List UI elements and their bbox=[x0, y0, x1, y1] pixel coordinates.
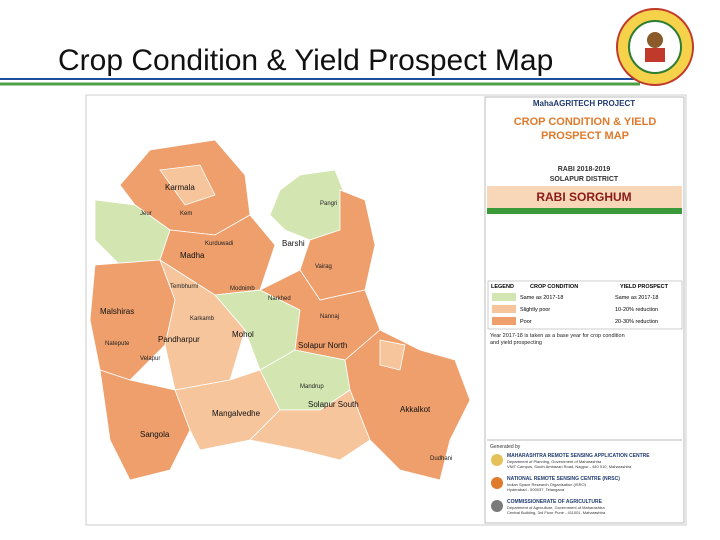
taluka-label: Mangalvedhe bbox=[212, 409, 261, 418]
org-name: NATIONAL REMOTE SENSING CENTRE (NRSC) bbox=[507, 476, 620, 482]
project-name: MahaAGRITECH PROJECT bbox=[533, 99, 635, 108]
org-logo bbox=[491, 500, 503, 512]
note: Year 2017-18 is taken as a base year for… bbox=[490, 333, 625, 346]
slide-title: Crop Condition & Yield Prospect Map bbox=[58, 44, 553, 77]
village-label: Natepute bbox=[105, 341, 130, 347]
org-line: Hyderabad - 500037, Telangana bbox=[507, 487, 565, 492]
org-logo bbox=[491, 454, 503, 466]
village-label: Pangri bbox=[320, 201, 337, 207]
panel-title: CROP CONDITION & YIELD PROSPECT MAP bbox=[513, 116, 657, 142]
org-line: Indian Space Research Organisation (ISRO… bbox=[507, 482, 587, 487]
map-labels: Karmala Madha Barshi Malshiras Pandharpu… bbox=[100, 183, 452, 462]
org-name: MAHARASHTRA REMOTE SENSING APPLICATION C… bbox=[507, 453, 650, 459]
taluka-label: Mohol bbox=[232, 330, 254, 339]
village-label: Modnimb bbox=[230, 286, 255, 292]
legend-box bbox=[487, 280, 683, 330]
district: SOLAPUR DISTRICT bbox=[550, 176, 619, 183]
org-name: COMMISSIONERATE OF AGRICULTURE bbox=[507, 499, 603, 505]
legend-header: YIELD PROSPECT bbox=[620, 284, 669, 290]
legend-swatch bbox=[492, 305, 516, 313]
legend-text: Poor bbox=[520, 319, 532, 325]
info-panel: MahaAGRITECH PROJECT CROP CONDITION & YI… bbox=[484, 96, 685, 524]
legend-text: Same as 2017-18 bbox=[520, 295, 563, 301]
panel-title-box: CROP CONDITION & YIELD PROSPECT MAP bbox=[513, 116, 657, 142]
village-label: Velapur bbox=[140, 356, 160, 362]
taluka-label: Solapur South bbox=[308, 400, 359, 409]
village-label: Narkhed bbox=[268, 296, 291, 302]
village-label: Nannaj bbox=[320, 314, 339, 320]
taluka-label: Barshi bbox=[282, 239, 305, 248]
village-label: Vairag bbox=[315, 264, 332, 270]
crop-name: RABI SORGHUM bbox=[536, 190, 631, 204]
taluka-label: Karmala bbox=[165, 183, 195, 192]
org-line: Department of Planning, Government of Ma… bbox=[507, 459, 602, 464]
legend-text: 20-30% reduction bbox=[615, 319, 658, 325]
taluka-label: Malshiras bbox=[100, 307, 134, 316]
season: RABI 2018-2019 bbox=[558, 166, 611, 173]
village-label: Jeur bbox=[140, 211, 152, 217]
legend-swatch bbox=[492, 293, 516, 301]
generated-by: Generated by bbox=[490, 444, 521, 450]
legend-swatch bbox=[492, 317, 516, 325]
org-line: VNIT Campus, South Ambazari Road, Nagpur… bbox=[507, 464, 632, 469]
village-label: Kem bbox=[180, 211, 192, 217]
village-label: Karkamb bbox=[190, 316, 215, 322]
logo bbox=[616, 8, 694, 86]
taluka-label: Akkalkot bbox=[400, 405, 431, 414]
legend-header: CROP CONDITION bbox=[530, 284, 578, 290]
org-line: Central Building, 3rd Floor Pune - 41100… bbox=[507, 510, 606, 515]
village-label: Tembhurni bbox=[170, 284, 198, 290]
taluka-label: Sangola bbox=[140, 430, 170, 439]
legend-text: 10-20% reduction bbox=[615, 307, 658, 313]
note-box: Year 2017-18 is taken as a base year for… bbox=[490, 333, 625, 346]
taluka-label: Solapur North bbox=[298, 341, 347, 350]
org-line: Department of Agriculture, Government of… bbox=[507, 505, 605, 510]
district-map bbox=[89, 139, 471, 481]
village-label: Mandrup bbox=[300, 384, 324, 390]
taluka-label: Pandharpur bbox=[158, 335, 200, 344]
village-label: Dudhani bbox=[430, 456, 452, 462]
legend-header: LEGEND bbox=[491, 284, 514, 290]
org-logo bbox=[491, 477, 503, 489]
legend-text: Same as 2017-18 bbox=[615, 295, 658, 301]
legend-text: Slightly poor bbox=[520, 307, 550, 313]
village-label: Kurduwadi bbox=[205, 241, 233, 247]
taluka-label: Madha bbox=[180, 251, 205, 260]
